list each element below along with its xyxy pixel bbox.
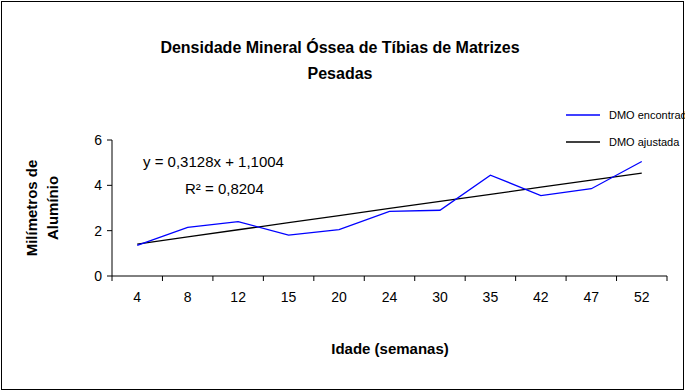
- x-tick: [667, 276, 668, 281]
- x-tick: [162, 276, 163, 281]
- x-tick: [566, 276, 567, 281]
- x-tick-label: 35: [483, 289, 499, 305]
- x-tick: [414, 276, 415, 281]
- y-axis-label: Milímetros de: [23, 160, 40, 257]
- x-tick: [515, 276, 516, 281]
- y-tick: [107, 230, 112, 231]
- x-tick-label: 42: [533, 289, 549, 305]
- x-tick-label: 30: [432, 289, 448, 305]
- x-tick-label: 20: [331, 289, 347, 305]
- x-tick: [212, 276, 213, 281]
- chart-border: [2, 2, 684, 390]
- legend-swatch: [566, 141, 600, 142]
- y-axis: [112, 140, 113, 276]
- y-tick-label: 4: [94, 177, 102, 193]
- y-tick-label: 0: [94, 268, 102, 284]
- x-tick: [112, 276, 113, 281]
- x-tick-label: 8: [184, 289, 192, 305]
- chart-title: Pesadas: [308, 65, 373, 82]
- y-tick-label: 2: [94, 223, 102, 239]
- chart: Densidade Mineral Óssea de Tíbias de Mat…: [0, 0, 685, 391]
- x-tick-label: 52: [634, 289, 650, 305]
- x-tick-label: 4: [133, 289, 141, 305]
- x-tick: [616, 276, 617, 281]
- x-tick: [263, 276, 264, 281]
- x-tick-label: 12: [230, 289, 246, 305]
- x-tick: [364, 276, 365, 281]
- x-tick-label: 47: [584, 289, 600, 305]
- data-group: [137, 162, 642, 246]
- annotation: y = 0,3128x + 1,1004: [143, 153, 284, 170]
- chart-title: Densidade Mineral Óssea de Tíbias de Mat…: [160, 38, 519, 56]
- series-line: [137, 162, 642, 246]
- x-axis: [112, 276, 667, 277]
- x-tick-label: 15: [281, 289, 297, 305]
- y-axis-label: Alumínio: [44, 176, 61, 240]
- legend-swatch: [566, 114, 600, 115]
- x-tick-label: 24: [382, 289, 398, 305]
- y-tick-label: 6: [94, 132, 102, 148]
- y-tick: [107, 185, 112, 186]
- legend-label: DMO encontrada: [609, 109, 685, 121]
- x-axis-label: Idade (semanas): [331, 340, 449, 357]
- y-tick: [107, 276, 112, 277]
- y-tick: [107, 140, 112, 141]
- x-tick: [465, 276, 466, 281]
- series-line: [137, 173, 642, 244]
- legend-label: DMO ajustada: [609, 136, 680, 148]
- annotation: R² = 0,8204: [185, 180, 264, 197]
- x-tick: [313, 276, 314, 281]
